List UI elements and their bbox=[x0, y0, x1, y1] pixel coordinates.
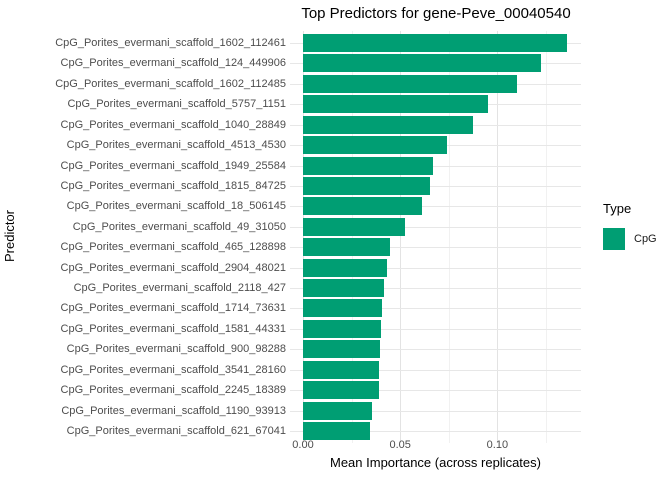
plot-panel bbox=[290, 31, 581, 443]
category-gridline bbox=[290, 226, 581, 228]
bar bbox=[303, 422, 371, 440]
category-label: CpG_Porites_evermani_scaffold_1040_28849 bbox=[60, 118, 286, 131]
bar bbox=[303, 360, 379, 379]
x-tick-label: 0.05 bbox=[389, 439, 411, 451]
major-gridline bbox=[303, 31, 304, 443]
category-gridline bbox=[290, 185, 581, 187]
chart-title: Top Predictors for gene-Peve_00040540 bbox=[301, 5, 571, 22]
category-label: CpG_Porites_evermani_scaffold_1815_84725 bbox=[60, 179, 286, 192]
category-gridline bbox=[290, 165, 581, 167]
x-axis-title: Mean Importance (across replicates) bbox=[330, 455, 541, 470]
category-gridline bbox=[290, 390, 581, 392]
bar bbox=[303, 238, 391, 257]
category-label: CpG_Porites_evermani_scaffold_621_67041 bbox=[66, 425, 286, 437]
category-label: CpG_Porites_evermani_scaffold_4513_4530 bbox=[66, 139, 286, 152]
bar bbox=[303, 115, 474, 134]
bar bbox=[303, 136, 447, 155]
bar bbox=[303, 381, 379, 400]
category-gridline bbox=[290, 410, 581, 412]
bar bbox=[303, 319, 381, 338]
category-label: CpG_Porites_evermani_scaffold_900_98288 bbox=[66, 343, 286, 356]
bar bbox=[303, 156, 434, 175]
bar bbox=[303, 74, 517, 93]
category-label: CpG_Porites_evermani_scaffold_1949_25584 bbox=[60, 159, 286, 172]
major-gridline bbox=[497, 31, 499, 443]
bar bbox=[303, 95, 488, 114]
category-gridline bbox=[290, 328, 581, 330]
bar bbox=[303, 217, 406, 236]
category-label: CpG_Porites_evermani_scaffold_3541_28160 bbox=[60, 363, 286, 376]
category-label: CpG_Porites_evermani_scaffold_2118_427 bbox=[73, 282, 286, 295]
bar bbox=[303, 176, 431, 195]
x-tick-label: 0.10 bbox=[486, 439, 509, 451]
bar bbox=[303, 34, 568, 52]
legend-swatch-cpg bbox=[603, 228, 625, 250]
category-label: CpG_Porites_evermani_scaffold_1714_73631 bbox=[60, 302, 286, 315]
category-gridline bbox=[290, 369, 581, 371]
legend-label-cpg: CpG bbox=[634, 233, 657, 245]
category-gridline bbox=[290, 349, 581, 351]
category-label: CpG_Porites_evermani_scaffold_1602_11246… bbox=[55, 37, 286, 49]
legend-item-cpg: CpG bbox=[603, 228, 657, 250]
category-label: CpG_Porites_evermani_scaffold_1190_93913 bbox=[61, 404, 286, 417]
y-axis-labels: CpG_Porites_evermani_scaffold_1602_11246… bbox=[18, 31, 286, 443]
bar bbox=[303, 340, 380, 359]
major-gridline bbox=[400, 31, 402, 443]
legend: Type CpG bbox=[603, 201, 657, 250]
bar bbox=[303, 279, 385, 298]
minor-gridline bbox=[546, 31, 547, 443]
x-tick-label: 0.00 bbox=[292, 439, 314, 451]
category-label: CpG_Porites_evermani_scaffold_2904_48021 bbox=[60, 261, 286, 274]
category-label: CpG_Porites_evermani_scaffold_1602_11248… bbox=[55, 77, 286, 90]
category-gridline bbox=[290, 288, 581, 290]
category-label: CpG_Porites_evermani_scaffold_5757_1151 bbox=[67, 98, 286, 111]
category-gridline bbox=[290, 308, 581, 310]
category-label: CpG_Porites_evermani_scaffold_1581_44331 bbox=[60, 322, 286, 335]
y-axis-title: Predictor bbox=[2, 209, 17, 263]
minor-gridline bbox=[448, 31, 450, 443]
bar bbox=[303, 258, 387, 277]
bar bbox=[303, 401, 372, 420]
category-gridline bbox=[290, 247, 581, 249]
legend-title: Type bbox=[603, 201, 632, 216]
category-label: CpG_Porites_evermani_scaffold_49_31050 bbox=[72, 220, 286, 233]
bar bbox=[303, 197, 422, 216]
category-gridline bbox=[290, 431, 581, 432]
category-gridline bbox=[290, 206, 581, 208]
category-label: CpG_Porites_evermani_scaffold_18_506145 bbox=[66, 200, 286, 213]
category-label: CpG_Porites_evermani_scaffold_2245_18389 bbox=[60, 384, 286, 397]
bar bbox=[303, 299, 382, 318]
category-label: CpG_Porites_evermani_scaffold_124_449906 bbox=[60, 57, 286, 70]
x-axis-ticks: 0.00 0.05 0.10 bbox=[290, 439, 581, 452]
minor-gridline bbox=[351, 31, 353, 443]
bar bbox=[303, 54, 542, 73]
category-label: CpG_Porites_evermani_scaffold_465_128898 bbox=[60, 241, 286, 254]
category-gridline bbox=[290, 267, 581, 269]
